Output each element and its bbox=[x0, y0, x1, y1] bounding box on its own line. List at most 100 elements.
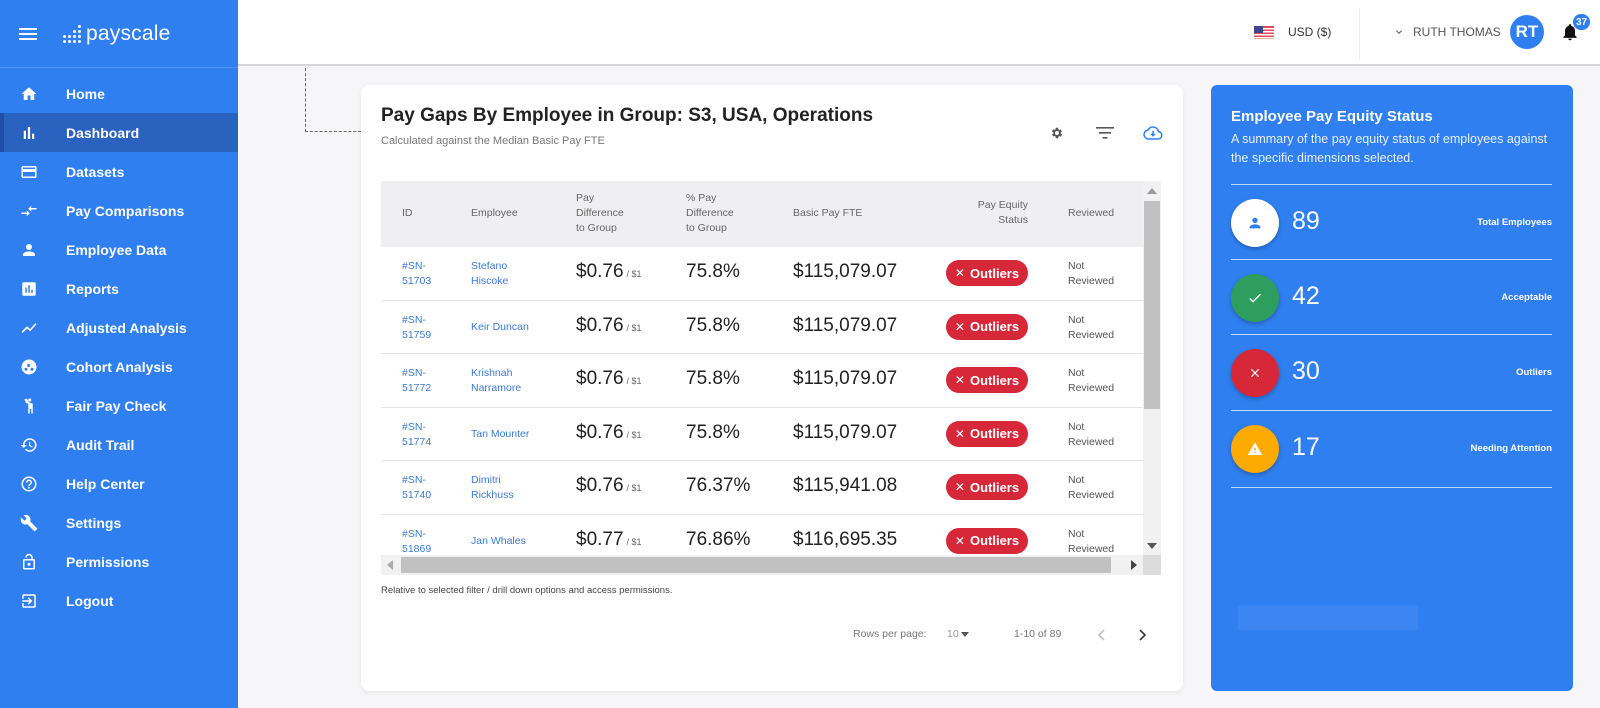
column-header-id[interactable]: ID bbox=[402, 207, 413, 219]
currency-selector[interactable]: USD ($) bbox=[1288, 25, 1332, 39]
report-icon bbox=[19, 279, 39, 299]
table-row[interactable]: #SN- 51774 Tan Mounter $0.76/ $1 75.8% $1… bbox=[381, 408, 1143, 461]
sidebar-item-label: Home bbox=[66, 85, 105, 102]
bell-icon[interactable] bbox=[1560, 22, 1580, 42]
column-header-basic-pay-fte[interactable]: Basic Pay FTE bbox=[793, 207, 863, 219]
status-badge-outliers[interactable]: ✕ Outliers bbox=[946, 474, 1028, 500]
employee-name-link[interactable]: Tan Mounter bbox=[471, 427, 530, 440]
close-icon: ✕ bbox=[954, 266, 965, 280]
logout-icon bbox=[19, 591, 39, 611]
sidebar-item-cohort-analysis[interactable]: Cohort Analysis bbox=[0, 347, 238, 386]
rows-per-page-select[interactable]: 10 bbox=[947, 628, 969, 640]
status-badge-outliers[interactable]: ✕ Outliers bbox=[946, 420, 1028, 447]
sidebar-item-settings[interactable]: Settings bbox=[0, 503, 238, 542]
table-row[interactable]: #SN- 51703 Stefano Hiscoke $0.76/ $1 75.8%… bbox=[381, 247, 1143, 301]
column-header-employee[interactable]: Employee bbox=[471, 207, 518, 219]
person-icon bbox=[19, 240, 39, 260]
sidebar-item-pay-comparisons[interactable]: Pay Comparisons bbox=[0, 191, 238, 230]
bar-chart-icon bbox=[19, 123, 39, 143]
scroll-right-arrow-icon[interactable] bbox=[1131, 560, 1137, 570]
column-header-pay-difference[interactable]: Pay Difference to Group bbox=[576, 192, 624, 234]
pay-difference: $0.76/ $1 bbox=[576, 314, 642, 336]
close-icon: ✕ bbox=[954, 533, 965, 548]
avatar[interactable]: RT bbox=[1510, 15, 1544, 49]
page-title: Pay Gaps By Employee in Group: S3, USA, … bbox=[381, 105, 874, 126]
close-icon: ✕ bbox=[954, 426, 965, 441]
scroll-up-arrow-icon[interactable] bbox=[1147, 188, 1157, 194]
menu-icon[interactable] bbox=[19, 25, 37, 43]
sidebar-item-datasets[interactable]: Datasets bbox=[0, 152, 238, 191]
stat-label: Total Employees bbox=[1477, 217, 1552, 228]
sidebar-item-reports[interactable]: Reports bbox=[0, 269, 238, 308]
stat-acceptable[interactable]: 42 Acceptable bbox=[1231, 259, 1552, 334]
horizontal-scrollbar[interactable] bbox=[381, 555, 1143, 575]
previous-page-button[interactable] bbox=[1094, 626, 1110, 644]
sidebar-item-home[interactable]: Home bbox=[0, 74, 238, 113]
wrench-icon bbox=[19, 513, 39, 533]
employee-id-link[interactable]: #SN- 51869 bbox=[402, 527, 432, 555]
employee-name-link[interactable]: Jan Whales bbox=[471, 534, 526, 547]
vertical-scroll-thumb[interactable] bbox=[1144, 201, 1160, 409]
stat-value: 42 bbox=[1292, 282, 1320, 310]
table-row[interactable]: #SN- 51759 Keir Duncan $0.76/ $1 75.8% $1… bbox=[381, 301, 1143, 354]
column-header-reviewed[interactable]: Reviewed bbox=[1068, 207, 1115, 219]
scrollbar-corner bbox=[1143, 555, 1161, 575]
employee-name-link[interactable]: Stefano Hiscoke bbox=[471, 260, 509, 287]
status-badge-outliers[interactable]: ✕ Outliers bbox=[946, 313, 1028, 340]
employee-id-link[interactable]: #SN- 51703 bbox=[402, 260, 432, 287]
table-row[interactable]: #SN- 51740 Dimitri Rickhuss $0.76/ $1 76.3… bbox=[381, 461, 1143, 515]
employee-name-link[interactable]: Keir Duncan bbox=[471, 320, 529, 333]
sidebar-item-label: Audit Trail bbox=[66, 436, 135, 453]
table-row[interactable]: #SN- 51772 Krishnah Narramore $0.76/ $1 75… bbox=[381, 354, 1143, 408]
sidebar-item-adjusted-analysis[interactable]: Adjusted Analysis bbox=[0, 308, 238, 347]
table-row[interactable]: #SN- 51869 Jan Whales $0.77/ $1 76.86% $1… bbox=[381, 515, 1143, 568]
vertical-scrollbar[interactable] bbox=[1143, 181, 1161, 555]
pay-difference: $0.76/ $1 bbox=[576, 421, 642, 443]
settings-icon[interactable] bbox=[1047, 123, 1067, 143]
stat-total-employees[interactable]: 89 Total Employees bbox=[1231, 184, 1552, 259]
reviewed-status: Not Reviewed bbox=[1068, 313, 1115, 341]
pay-difference: $0.76/ $1 bbox=[576, 368, 642, 389]
sidebar-item-label: Datasets bbox=[66, 163, 125, 180]
chevron-left-icon bbox=[1097, 629, 1105, 641]
reviewed-status: Not Reviewed bbox=[1068, 367, 1115, 394]
next-page-button[interactable] bbox=[1134, 626, 1150, 644]
status-badge-outliers[interactable]: ✕ Outliers bbox=[946, 367, 1028, 393]
sidebar-item-logout[interactable]: Logout bbox=[0, 581, 238, 620]
sidebar-item-help-center[interactable]: Help Center bbox=[0, 464, 238, 503]
column-header-pct-pay-difference[interactable]: % Pay Difference to Group bbox=[686, 192, 734, 234]
sidebar-item-permissions[interactable]: Permissions bbox=[0, 542, 238, 581]
column-header-pay-equity-status[interactable]: Pay Equity Status bbox=[977, 199, 1028, 226]
status-badge-outliers[interactable]: ✕ Outliers bbox=[946, 527, 1028, 554]
stat-value: 30 bbox=[1292, 357, 1320, 385]
stat-outliers[interactable]: 30 Outliers bbox=[1231, 334, 1552, 409]
sidebar-item-dashboard[interactable]: Dashboard bbox=[0, 113, 238, 152]
stat-value: 17 bbox=[1292, 433, 1320, 461]
basic-pay-fte: $115,079.07 bbox=[793, 261, 898, 282]
status-badge-outliers[interactable]: ✕ Outliers bbox=[946, 260, 1028, 286]
employee-name-link[interactable]: Dimitri Rickhuss bbox=[471, 474, 514, 501]
stat-needing-attention[interactable]: 17 Needing Attention bbox=[1231, 410, 1552, 485]
sidebar-item-label: Employee Data bbox=[66, 241, 167, 258]
horizontal-scroll-thumb[interactable] bbox=[401, 557, 1111, 573]
employee-id-link[interactable]: #SN- 51774 bbox=[402, 420, 432, 448]
compare-arrows-icon bbox=[19, 201, 39, 221]
scroll-left-arrow-icon[interactable] bbox=[387, 560, 393, 570]
user-menu-toggle[interactable]: RUTH THOMAS bbox=[1393, 25, 1501, 39]
sidebar-item-audit-trail[interactable]: Audit Trail bbox=[0, 425, 238, 464]
basic-pay-fte: $115,079.07 bbox=[793, 314, 898, 336]
figure-icon bbox=[19, 396, 39, 416]
filter-icon[interactable] bbox=[1095, 123, 1115, 143]
sidebar-item-employee-data[interactable]: Employee Data bbox=[0, 230, 238, 269]
sidebar-item-fair-pay-check[interactable]: Fair Pay Check bbox=[0, 386, 238, 425]
cloud-download-icon[interactable] bbox=[1143, 123, 1163, 143]
scroll-down-arrow-icon[interactable] bbox=[1147, 543, 1157, 549]
employee-id-link[interactable]: #SN- 51772 bbox=[402, 367, 432, 394]
panel-title: Employee Pay Equity Status bbox=[1231, 108, 1433, 125]
pct-pay-difference: 75.8% bbox=[686, 314, 740, 336]
employee-id-link[interactable]: #SN- 51740 bbox=[402, 474, 432, 501]
employee-name-link[interactable]: Krishnah Narramore bbox=[471, 367, 522, 394]
employee-id-link[interactable]: #SN- 51759 bbox=[402, 313, 432, 341]
payscale-logo[interactable]: payscale bbox=[63, 22, 170, 46]
check-icon bbox=[1231, 274, 1279, 322]
